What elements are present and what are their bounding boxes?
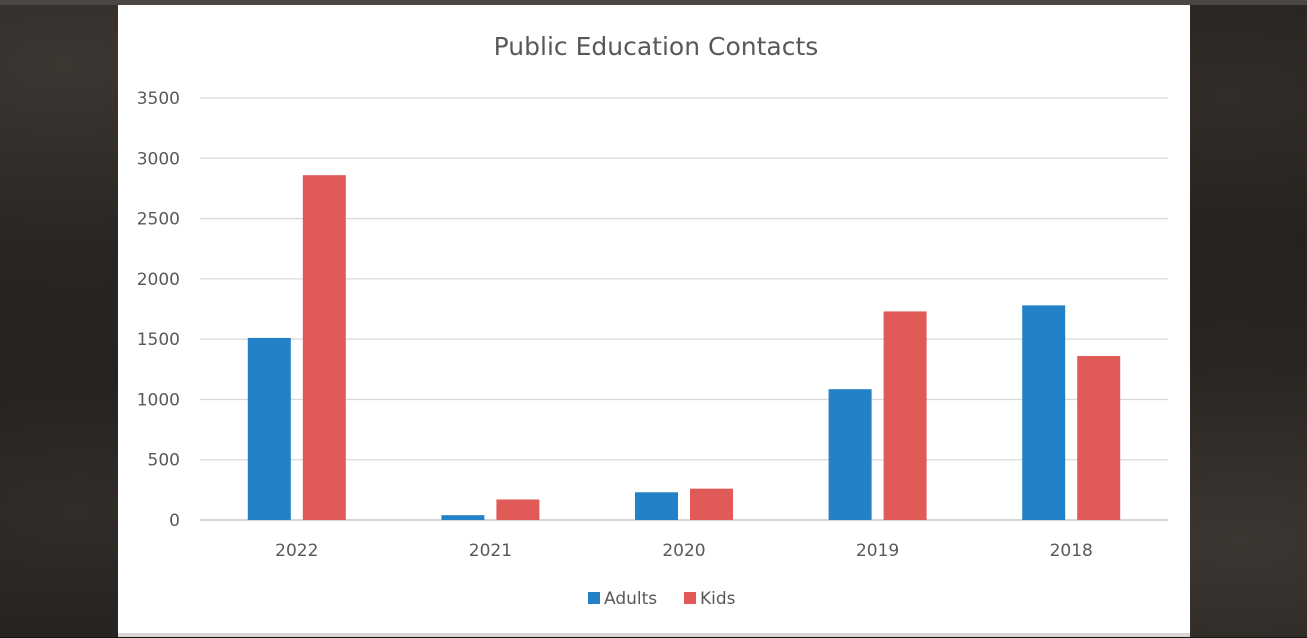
x-tick-label: 2020 xyxy=(662,541,705,561)
gridlines xyxy=(200,97,1168,521)
bar-adults-2019 xyxy=(828,389,872,520)
bar-kids-2022 xyxy=(302,175,346,520)
bar-kids-2019 xyxy=(883,311,927,520)
bar-kids-2021 xyxy=(496,499,540,520)
legend-swatch-adults xyxy=(588,592,600,604)
bar-adults-2018 xyxy=(1022,305,1066,520)
y-tick-label: 500 xyxy=(148,451,180,471)
bar-kids-2018 xyxy=(1077,356,1121,520)
x-tick-label: 2019 xyxy=(856,541,899,561)
chart-panel: Public Education Contacts 0 500 1000 1500 20… xyxy=(118,5,1190,633)
legend: Adults Kids xyxy=(588,589,736,609)
legend-swatch-kids xyxy=(684,592,696,604)
legend-label-kids: Kids xyxy=(700,589,736,609)
legend-label-adults: Adults xyxy=(604,589,657,609)
x-axis-labels: 2022 2021 2020 2019 2018 xyxy=(275,541,1093,561)
y-tick-label: 1000 xyxy=(137,390,180,410)
top-border xyxy=(0,0,1307,5)
y-tick-label: 1500 xyxy=(137,330,180,350)
y-tick-label: 0 xyxy=(169,511,180,531)
y-tick-label: 2500 xyxy=(137,210,180,230)
y-tick-label: 3000 xyxy=(137,149,180,169)
y-tick-label: 2000 xyxy=(137,270,180,290)
bar-adults-2020 xyxy=(635,492,678,520)
bar-adults-2021 xyxy=(441,515,485,520)
bar-adults-2022 xyxy=(247,337,291,520)
x-tick-label: 2021 xyxy=(469,541,512,561)
x-tick-label: 2022 xyxy=(275,541,318,561)
x-tick-label: 2018 xyxy=(1050,541,1093,561)
y-axis-labels: 0 500 1000 1500 2000 2500 3000 3500 xyxy=(137,89,180,531)
bars xyxy=(247,175,1121,520)
y-tick-label: 3500 xyxy=(137,89,180,109)
chart-title: Public Education Contacts xyxy=(494,32,819,61)
bottom-border xyxy=(118,633,1190,637)
bar-kids-2020 xyxy=(690,488,733,520)
bar-chart: Public Education Contacts 0 500 1000 1500 20… xyxy=(137,32,1168,609)
